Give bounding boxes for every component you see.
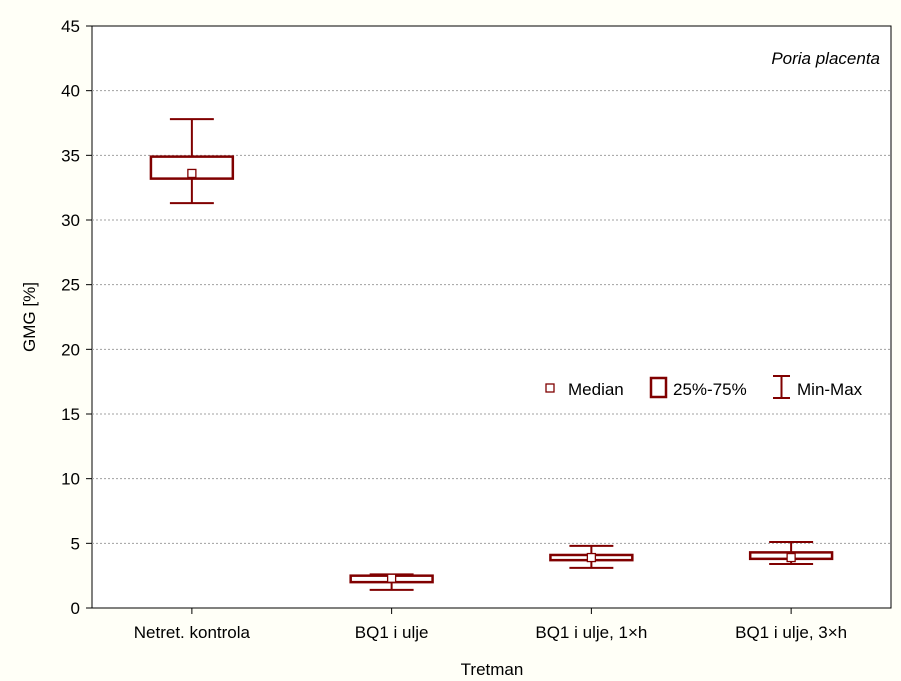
box-group: [149, 118, 235, 205]
box-group: [349, 573, 434, 591]
y-tick-label: 35: [61, 146, 80, 165]
legend-box-label: 25%-75%: [673, 380, 747, 399]
x-axis-title: Tretman: [461, 660, 524, 679]
y-tick-label: 15: [61, 405, 80, 424]
legend-whisker-symbol: [773, 375, 790, 399]
y-tick-label: 40: [61, 82, 80, 101]
x-tick-label: Netret. kontrola: [134, 623, 251, 642]
y-tick-label: 20: [61, 340, 80, 359]
chart-annotation: Poria placenta: [771, 49, 880, 68]
legend: Median 25%-75% Min-Max: [545, 375, 863, 399]
y-tick-label: 30: [61, 211, 80, 230]
legend-median-label: Median: [568, 380, 624, 399]
y-tick-label: 25: [61, 276, 80, 295]
median-marker: [786, 552, 796, 563]
y-tick-label: 5: [71, 534, 80, 553]
x-tick-label: BQ1 i ulje, 3×h: [735, 623, 847, 642]
y-axis-title: GMG [%]: [20, 282, 39, 352]
legend-box-symbol: [649, 376, 668, 399]
x-axis: Netret. kontrola BQ1 i ulje BQ1 i ulje, 1×…: [134, 608, 847, 642]
legend-median-symbol: [545, 383, 555, 393]
median-marker: [386, 573, 397, 583]
box-series: [149, 118, 834, 591]
gridlines: [92, 90, 891, 544]
y-axis: 0 5 10 15 20 25 30 35 40 45: [61, 17, 92, 618]
box-group: [748, 541, 834, 566]
median-marker: [187, 168, 197, 179]
legend-whisker-label: Min-Max: [797, 380, 863, 399]
median-marker: [586, 552, 597, 563]
x-tick-label: BQ1 i ulje: [355, 623, 429, 642]
x-tick-label: BQ1 i ulje, 1×h: [535, 623, 647, 642]
iqr-box: [149, 155, 235, 180]
y-tick-label: 45: [61, 17, 80, 36]
y-tick-label: 0: [71, 599, 80, 618]
plot-area: [91, 25, 892, 609]
box-group: [549, 544, 634, 569]
y-tick-label: 10: [61, 470, 80, 489]
